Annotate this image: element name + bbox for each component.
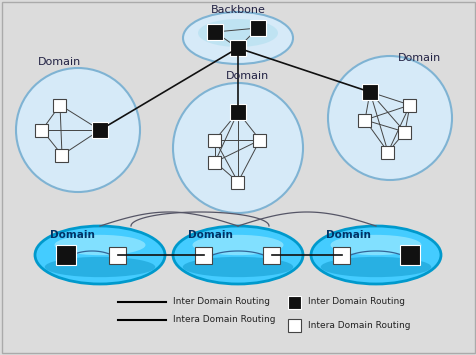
Ellipse shape bbox=[173, 226, 302, 284]
Bar bbox=[381, 146, 394, 158]
Text: Domain: Domain bbox=[226, 71, 269, 81]
Text: Domain: Domain bbox=[50, 230, 94, 240]
Bar bbox=[208, 155, 221, 169]
Text: Intera Domain Routing: Intera Domain Routing bbox=[173, 316, 275, 324]
Ellipse shape bbox=[310, 226, 440, 284]
Bar bbox=[288, 318, 301, 332]
Bar bbox=[403, 98, 416, 111]
Ellipse shape bbox=[330, 235, 421, 255]
Text: Domain: Domain bbox=[38, 57, 81, 67]
Text: Domain: Domain bbox=[397, 53, 441, 63]
Bar bbox=[249, 20, 266, 36]
Bar bbox=[55, 148, 69, 162]
Text: Domain: Domain bbox=[325, 230, 370, 240]
Text: Domain: Domain bbox=[187, 230, 232, 240]
Text: Inter Domain Routing: Inter Domain Routing bbox=[173, 297, 269, 306]
Bar bbox=[92, 122, 108, 138]
Bar bbox=[207, 24, 223, 40]
Bar bbox=[229, 104, 246, 120]
Ellipse shape bbox=[54, 235, 145, 255]
Bar bbox=[333, 246, 350, 263]
Bar bbox=[56, 245, 76, 265]
Ellipse shape bbox=[35, 226, 165, 284]
Bar bbox=[208, 133, 221, 147]
Ellipse shape bbox=[183, 12, 292, 64]
Bar bbox=[253, 133, 266, 147]
Ellipse shape bbox=[182, 257, 293, 277]
Bar bbox=[263, 246, 280, 263]
Bar bbox=[231, 175, 244, 189]
Text: Inter Domain Routing: Inter Domain Routing bbox=[307, 297, 404, 306]
Bar bbox=[53, 98, 66, 111]
Ellipse shape bbox=[192, 235, 283, 255]
Text: Intera Domain Routing: Intera Domain Routing bbox=[307, 321, 410, 329]
Circle shape bbox=[173, 83, 302, 213]
Text: Backbone: Backbone bbox=[210, 5, 265, 15]
Circle shape bbox=[327, 56, 451, 180]
Bar bbox=[397, 126, 411, 138]
Bar bbox=[399, 245, 419, 265]
Bar bbox=[109, 246, 126, 263]
Bar bbox=[229, 40, 246, 56]
Bar bbox=[195, 246, 212, 263]
Bar bbox=[35, 124, 49, 137]
Bar bbox=[358, 114, 371, 126]
Ellipse shape bbox=[45, 257, 155, 277]
Bar bbox=[361, 84, 377, 100]
Ellipse shape bbox=[320, 257, 430, 277]
Bar bbox=[288, 295, 301, 308]
Ellipse shape bbox=[198, 19, 278, 47]
Circle shape bbox=[16, 68, 140, 192]
